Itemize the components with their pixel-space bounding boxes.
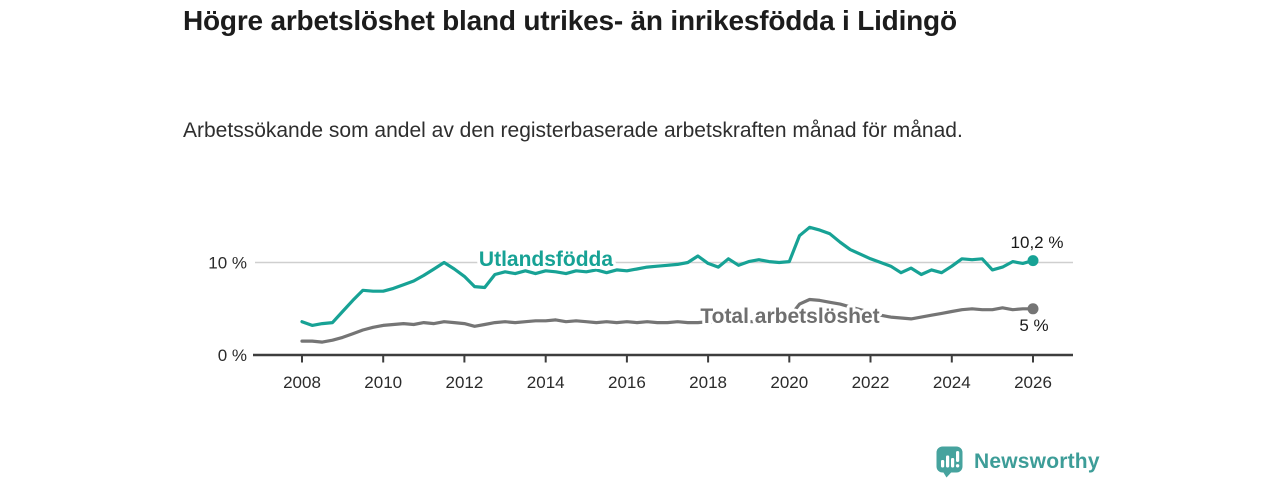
page-subtitle: Arbetssökande som andel av den registerb…	[183, 119, 963, 142]
y-axis-tick-labels: 10 % 0 %	[208, 254, 247, 366]
utlandsfodda-end-dot	[1027, 255, 1039, 267]
series-label-utlandsfodda: Utlandsfödda	[479, 248, 613, 271]
x-tick-label-2020: 2020	[770, 373, 808, 392]
x-tick-label-2010: 2010	[364, 373, 402, 392]
x-tick-label-2024: 2024	[933, 373, 971, 392]
x-tick-label-2014: 2014	[527, 373, 565, 392]
total-arbetsloshet-end-dot	[1027, 303, 1039, 315]
x-axis-tick-labels: 2008 2010 2012 2014 2016 2018 2020 2022 2024 2026	[283, 373, 1052, 392]
page-title: Högre arbetslöshet bland utrikes- än inr…	[183, 5, 957, 36]
series-lines-group	[300, 225, 1039, 344]
utlandsfodda-line	[300, 225, 1035, 327]
latest-value-label-total: 5 %	[1019, 316, 1048, 335]
y-tick-label-10: 10 %	[208, 254, 247, 273]
newsworthy-logo: Newsworthy	[936, 446, 1100, 478]
newsworthy-logo-icon	[936, 446, 963, 478]
newsworthy-logo-text: Newsworthy	[974, 450, 1100, 473]
x-tick-label-2012: 2012	[445, 373, 483, 392]
x-tick-label-2018: 2018	[689, 373, 727, 392]
total-arbetsloshet-line	[300, 297, 1035, 344]
series-label-total-arbetsloshet: Total arbetslöshet	[700, 305, 879, 328]
x-tick-label-2026: 2026	[1014, 373, 1052, 392]
x-tick-label-2008: 2008	[283, 373, 321, 392]
x-axis-ticks	[301, 355, 1034, 363]
y-tick-label-0: 0 %	[218, 346, 247, 365]
latest-value-label-utlandsfodda: 10,2 %	[1011, 233, 1064, 252]
x-tick-label-2016: 2016	[608, 373, 646, 392]
x-tick-label-2022: 2022	[852, 373, 890, 392]
